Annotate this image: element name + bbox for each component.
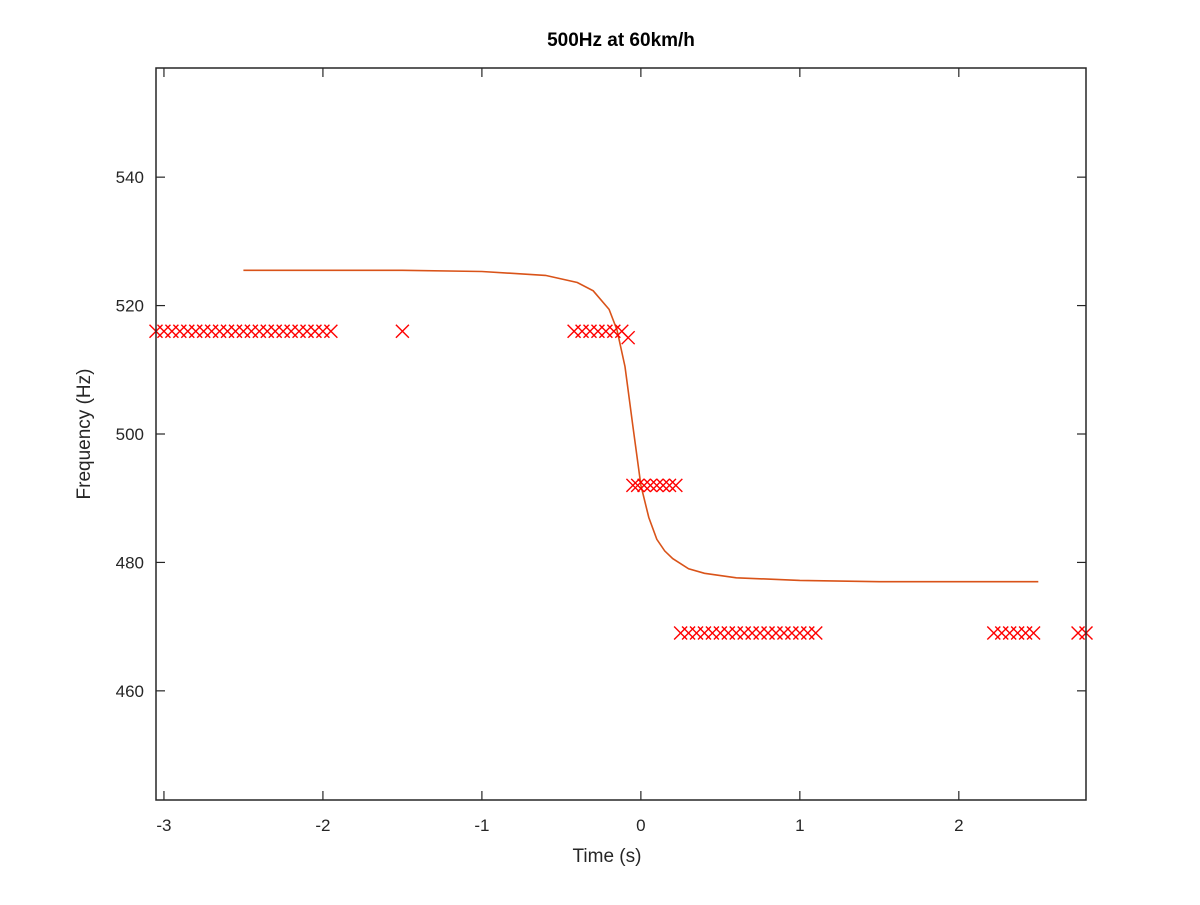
data-point-marker [649,478,664,493]
x-tick-label: 2 [954,816,963,835]
data-point-marker [1026,626,1041,641]
y-tick-label: 500 [116,425,144,444]
y-axis: 460 480 500 520 540 [116,168,1086,701]
x-axis-label: Time (s) [573,846,642,867]
y-tick-label: 480 [116,553,144,572]
data-point-marker [808,626,823,641]
data-point-marker [323,324,338,339]
x-tick-label: -3 [156,816,171,835]
data-point-marker [395,324,410,339]
x-axis: -3 -2 -1 0 1 2 [156,68,964,835]
plot-area: -3 -2 -1 0 1 2 460 480 500 520 540 [116,67,1093,835]
x-tick-label: 1 [795,816,804,835]
chart-title: 500Hz at 60km/h [547,30,695,51]
data-point-marker [656,478,671,493]
series-layer [149,269,1093,641]
data-point-marker [637,478,652,493]
y-tick-label: 540 [116,168,144,187]
data-point-marker [621,330,636,345]
x-tick-label: 0 [636,816,645,835]
fit-curve [243,269,1039,583]
x-tick-label: -2 [315,816,330,835]
data-point-marker [643,478,658,493]
data-point-marker [662,478,677,493]
plot-background [156,68,1086,800]
data-point-marker [630,478,645,493]
y-tick-label: 520 [116,297,144,316]
x-tick-label: -1 [474,816,489,835]
data-point-marker [668,478,683,493]
y-tick-label: 460 [116,682,144,701]
data-point-marker [625,478,640,493]
y-axis-label: Frequency (Hz) [74,369,95,500]
